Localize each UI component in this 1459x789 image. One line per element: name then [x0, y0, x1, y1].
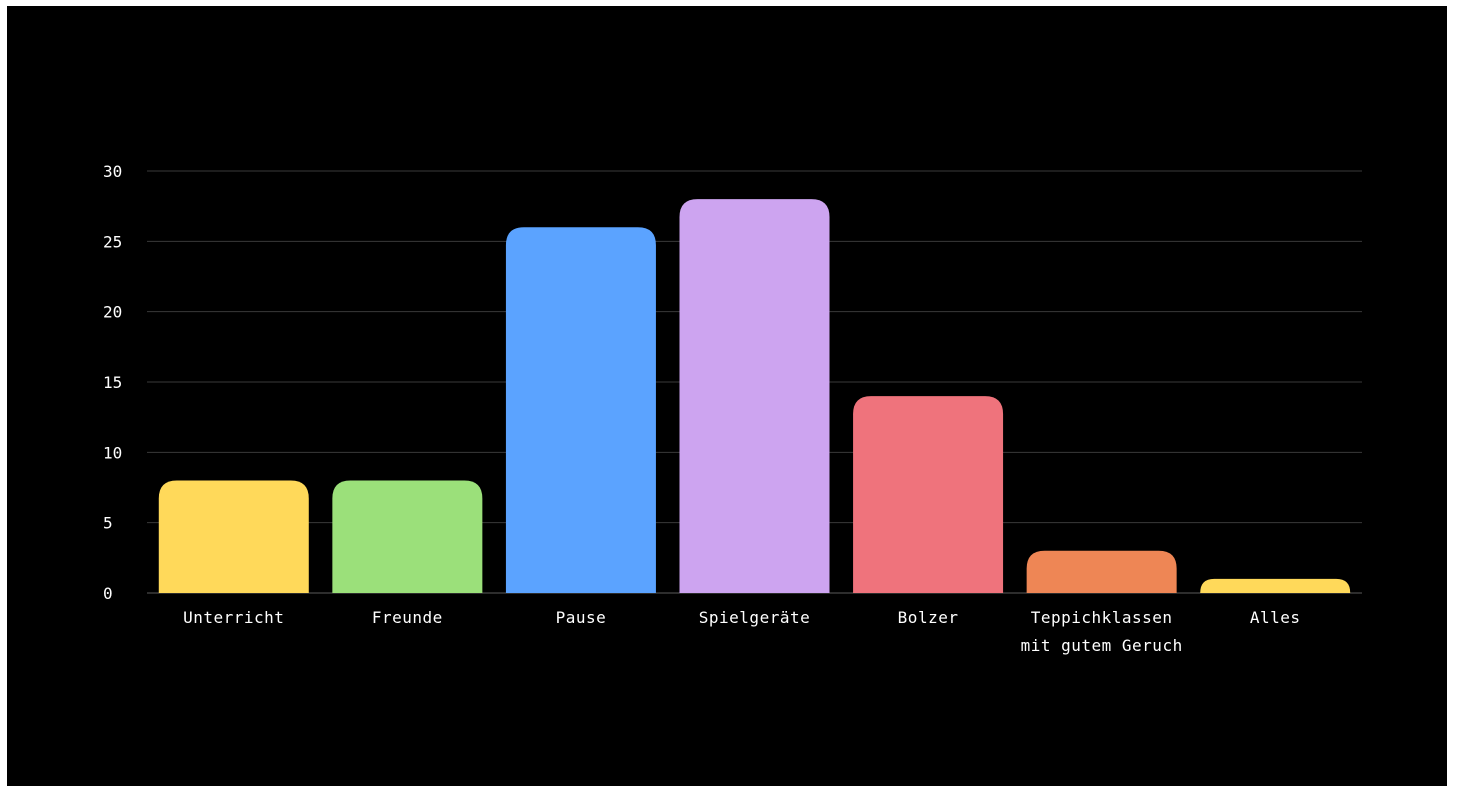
y-tick-label: 25: [103, 232, 122, 251]
bar: [853, 396, 1003, 593]
bar: [1027, 551, 1177, 593]
x-category-label: Bolzer: [898, 608, 959, 627]
y-tick-label: 20: [103, 303, 122, 322]
bar: [680, 199, 830, 593]
x-category-label: Freunde: [372, 608, 443, 627]
bar: [332, 480, 482, 593]
y-tick-label: 5: [103, 514, 113, 533]
x-category-label-line: Alles: [1250, 608, 1301, 627]
y-axis-ticks: 0 5 10 15 20 25 30: [103, 162, 122, 603]
chart-frame: 0 5 10 15 20 25 30 Unterricht Freunde Pause Spiel…: [7, 6, 1447, 786]
x-axis-labels: Unterricht Freunde Pause Spielgeräte Bolzer T…: [183, 608, 1300, 655]
x-category-label: Unterricht: [183, 608, 284, 627]
y-tick-label: 30: [103, 162, 122, 181]
x-category-label-line: Freunde: [372, 608, 443, 627]
x-category-label-line: Pause: [556, 608, 607, 627]
bar: [506, 227, 656, 593]
y-tick-label: 0: [103, 584, 113, 603]
x-category-label-line: Spielgeräte: [699, 608, 810, 627]
x-category-label: Spielgeräte: [699, 608, 810, 627]
x-category-label: Teppichklassen mit gutem Geruch: [1021, 608, 1183, 655]
bar: [159, 480, 309, 593]
bar: [1200, 579, 1350, 593]
bars: [159, 199, 1350, 593]
x-category-label: Pause: [556, 608, 607, 627]
x-category-label-line: Bolzer: [898, 608, 959, 627]
x-category-label-line: Teppichklassen: [1031, 608, 1173, 627]
x-category-label: Alles: [1250, 608, 1301, 627]
x-category-label-line: mit gutem Geruch: [1021, 636, 1183, 655]
y-tick-label: 15: [103, 373, 122, 392]
x-category-label-line: Unterricht: [183, 608, 284, 627]
y-tick-label: 10: [103, 443, 122, 462]
